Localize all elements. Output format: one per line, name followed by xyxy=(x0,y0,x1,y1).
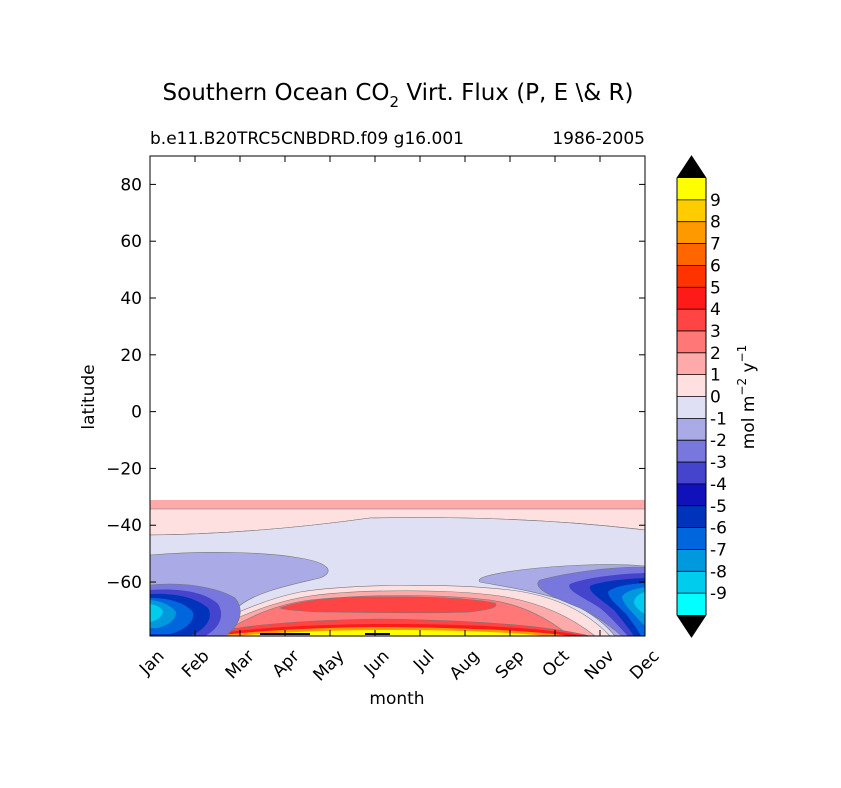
colorbar-segment xyxy=(677,287,706,310)
chart-title: Southern Ocean CO2 Virt. Flux (P, E \& R… xyxy=(163,80,634,111)
colorbar-tick-label: 4 xyxy=(710,300,721,320)
plus-over-ten xyxy=(260,633,390,635)
x-tick-label: Aug xyxy=(446,646,484,684)
x-tick-label: Jan xyxy=(135,646,168,679)
x-tick-label: Dec xyxy=(626,646,663,683)
y-tick-label: −20 xyxy=(106,459,142,479)
colorbar-tick-label: 0 xyxy=(710,388,721,408)
colorbar-tick-label: 1 xyxy=(710,366,721,386)
colorbar-outline xyxy=(676,155,707,638)
colorbar-tick-label: 2 xyxy=(710,344,721,364)
colorbar-segment xyxy=(677,462,706,485)
colorbar-tick-label: -4 xyxy=(710,475,727,495)
colorbar-tick-label: 9 xyxy=(710,191,721,211)
x-tick-label: Feb xyxy=(178,646,213,681)
colorbar-segment xyxy=(677,593,706,616)
colorbar-segment xyxy=(677,243,706,266)
colorbar-segment xyxy=(677,199,706,223)
y-tick-label: 60 xyxy=(120,232,142,252)
colorbar-segment xyxy=(677,221,706,245)
minus-eight-to-nine-right xyxy=(634,592,645,614)
colorbar-tick-label: -6 xyxy=(710,519,727,539)
x-axis-label: month xyxy=(369,689,424,709)
y-axis-label: latitude xyxy=(79,364,99,429)
colorbar-tick-label: 6 xyxy=(710,256,721,276)
colorbar-tick-label: -9 xyxy=(710,584,727,604)
colorbar-segment xyxy=(677,571,706,594)
colorbar-segment xyxy=(677,505,706,529)
subtitle-right: 1986-2005 xyxy=(552,129,645,149)
colorbar-tick-label: -8 xyxy=(710,562,727,582)
y-axis: 80 60 40 20 0 −20 −40 −60 xyxy=(106,175,645,593)
x-tick-label: Nov xyxy=(581,646,619,684)
colorbar-tick-label: -3 xyxy=(710,453,727,473)
y-tick-label: 0 xyxy=(131,403,142,423)
x-tick-label: Jun xyxy=(360,646,394,680)
minus-eight-to-nine-left xyxy=(150,604,163,622)
x-tick-label: Jul xyxy=(409,646,438,675)
colorbar-tick-label: -1 xyxy=(710,409,727,429)
x-tick-label: Sep xyxy=(492,646,529,683)
y-tick-label: 80 xyxy=(120,175,142,195)
plus-three-to-four xyxy=(279,596,497,614)
x-tick-label: Oct xyxy=(539,646,574,681)
colorbar-segment xyxy=(677,178,706,201)
colorbar-segment xyxy=(677,309,706,332)
colorbar-tick-label: -5 xyxy=(710,497,727,517)
colorbar-segment xyxy=(677,549,706,572)
colorbar-tick-label: 5 xyxy=(710,278,721,298)
plot-area xyxy=(150,156,645,636)
y-tick-label: 40 xyxy=(120,289,142,309)
colorbar-segment xyxy=(677,440,706,463)
colorbar-tick-label: 7 xyxy=(710,235,721,255)
plot-frame xyxy=(149,155,646,637)
one-to-two-band xyxy=(150,500,645,509)
colorbar-segment xyxy=(677,374,706,397)
colorbar-segment xyxy=(677,396,706,419)
y-tick-label: −60 xyxy=(106,573,142,593)
colorbar-label: mol m−2 y−1 xyxy=(735,345,759,450)
colorbar-over-triangle xyxy=(677,156,706,178)
colorbar-tick-label: 8 xyxy=(710,213,721,233)
colorbar-tick-label: -2 xyxy=(710,431,727,451)
colorbar-segment xyxy=(677,352,706,376)
x-tick-label: May xyxy=(310,646,349,685)
colorbar-segment xyxy=(677,527,706,550)
colorbar-segment xyxy=(677,330,706,354)
colorbar-tick-label: -7 xyxy=(710,540,727,560)
colorbar-segment xyxy=(677,418,706,441)
x-tick-label: Apr xyxy=(269,646,304,681)
colorbar-segment xyxy=(677,483,706,507)
subtitle-left: b.e11.B20TRC5CNBDRD.f09 g16.001 xyxy=(150,129,464,149)
colorbar-tick-label: 3 xyxy=(710,322,721,342)
y-tick-label: −40 xyxy=(106,516,142,536)
colorbar-under-triangle xyxy=(677,615,706,637)
colorbar-segment xyxy=(677,265,706,288)
y-tick-label: 20 xyxy=(120,346,142,366)
x-tick-label: Mar xyxy=(222,646,259,683)
